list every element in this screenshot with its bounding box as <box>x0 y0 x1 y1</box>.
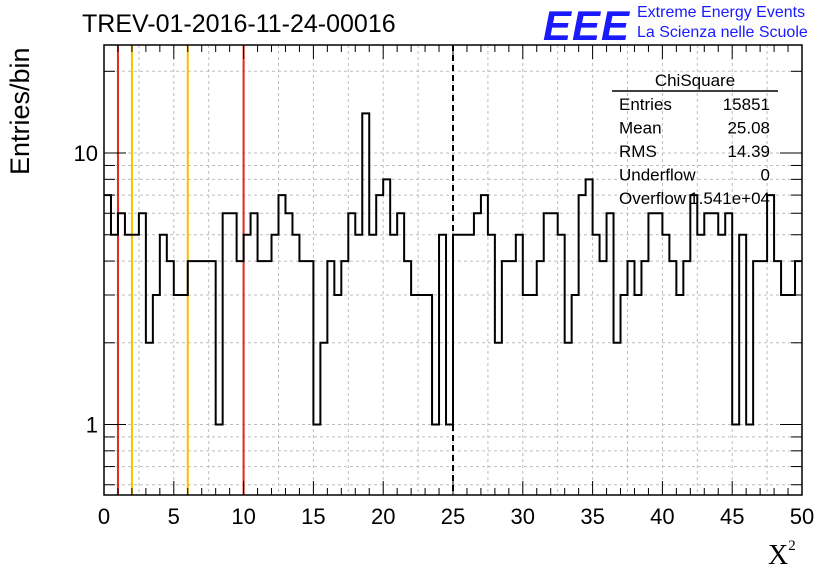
x-tick-label: 40 <box>650 504 674 529</box>
stats-row-label: Overflow <box>619 189 687 208</box>
stats-row-label: Mean <box>619 119 662 138</box>
x-tick-label: 50 <box>790 504 814 529</box>
stats-box: ChiSquare Entries 15851 Mean 25.08 RMS 14.39 Un… <box>612 71 778 208</box>
axis-ticks <box>103 45 803 495</box>
x-tick-label: 0 <box>98 504 110 529</box>
stats-row-label: Entries <box>619 95 672 114</box>
logo-line-1: Extreme Energy Events <box>637 4 806 21</box>
x-tick-label: 20 <box>371 504 395 529</box>
stats-row-value: 25.08 <box>727 119 770 138</box>
x-tick-label: 15 <box>301 504 325 529</box>
chart-title: TREV-01-2016-11-24-00016 <box>82 10 396 38</box>
stats-row-value: 14.39 <box>727 142 770 161</box>
x-axis-label-sup: 2 <box>788 538 796 554</box>
x-axis-label-base: X <box>768 540 789 571</box>
stats-row-label: Underflow <box>619 166 696 185</box>
stats-row-value: 15851 <box>723 95 770 114</box>
x-axis-label: X2 <box>768 538 796 572</box>
x-tick-label: 35 <box>580 504 604 529</box>
y-axis-label: Entries/bin <box>5 47 35 175</box>
x-tick-label: 45 <box>720 504 744 529</box>
stats-row-value: 1.541e+04 <box>689 189 770 208</box>
eee-logo: EEE <box>543 2 631 49</box>
histogram <box>104 112 802 426</box>
y-tick-label: 10 <box>74 141 98 166</box>
tick-labels: 0 5 10 15 20 25 30 35 40 45 50 1 10 <box>74 141 815 529</box>
stats-row-label: RMS <box>619 142 657 161</box>
x-tick-label: 10 <box>231 504 255 529</box>
x-tick-label: 30 <box>511 504 535 529</box>
logo-line-2: La Scienza nelle Scuole <box>637 24 808 41</box>
reference-lines <box>116 45 454 495</box>
stats-row-value: 0 <box>761 166 770 185</box>
stats-box-name: ChiSquare <box>655 71 735 90</box>
x-tick-label: 5 <box>168 504 180 529</box>
x-tick-label: 25 <box>441 504 465 529</box>
y-tick-label: 1 <box>86 413 98 438</box>
histogram-line <box>104 112 802 426</box>
